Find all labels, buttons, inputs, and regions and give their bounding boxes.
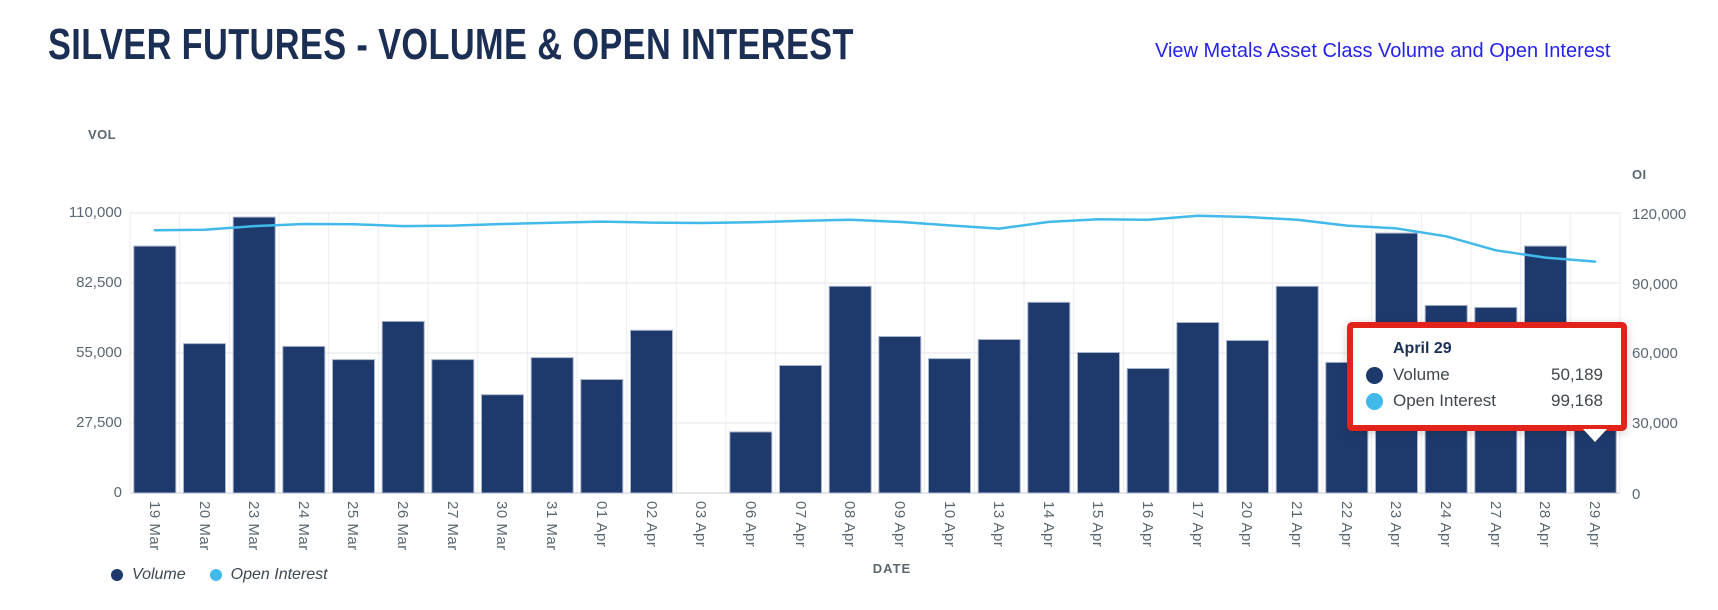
volume-bar[interactable] [1126, 368, 1170, 494]
chart-tooltip: April 29 Volume 50,189 Open Interest 99,… [1347, 322, 1627, 431]
volume-bar[interactable] [580, 379, 624, 494]
left-axis-title: VOL [88, 127, 116, 142]
y-axis-tick-label: 0 [1632, 486, 1641, 503]
y-axis-tick-label: 90,000 [1632, 276, 1678, 293]
volume-bar[interactable] [282, 345, 326, 494]
x-axis-label: 06 Apr [742, 501, 759, 548]
volume-bar[interactable] [381, 320, 425, 494]
x-axis-label: 16 Apr [1139, 501, 1156, 548]
volume-swatch-icon [111, 569, 123, 581]
tooltip-row: Volume 50,189 [1366, 365, 1603, 385]
tooltip-series-value: 99,168 [1551, 391, 1603, 410]
volume-bar[interactable] [183, 343, 226, 494]
y-axis-tick-label: 60,000 [1632, 345, 1678, 362]
volume-bar[interactable] [481, 394, 524, 494]
y-axis-tick-label: 120,000 [1632, 206, 1687, 223]
tooltip-series-label: Volume [1393, 365, 1450, 384]
page-title: SILVER FUTURES - VOLUME & OPEN INTEREST [48, 20, 854, 69]
x-axis-label: 13 Apr [990, 501, 1007, 548]
x-axis-label: 26 Mar [394, 501, 411, 551]
volume-bar[interactable] [630, 329, 673, 494]
volume-bar[interactable] [828, 285, 872, 494]
open-interest-dot-icon [1366, 392, 1383, 410]
x-axis-label: 20 Mar [196, 501, 213, 551]
volume-bar[interactable] [928, 358, 971, 494]
x-axis-label: 07 Apr [792, 501, 809, 548]
tooltip-series-value: 50,189 [1551, 365, 1603, 384]
x-axis-label: 08 Apr [841, 501, 858, 548]
volume-bar[interactable] [530, 357, 574, 494]
x-axis-label: 23 Apr [1387, 501, 1404, 548]
y-axis-tick-label: 55,000 [76, 344, 122, 361]
x-axis-label: 20 Apr [1238, 501, 1255, 548]
y-axis-tick-label: 82,500 [76, 274, 122, 291]
volume-bar[interactable] [977, 339, 1021, 494]
volume-bar[interactable] [779, 365, 822, 494]
x-axis-label: 23 Mar [245, 501, 262, 551]
chart-legend: Volume Open Interest [111, 566, 328, 584]
x-axis-label: 27 Apr [1487, 501, 1504, 548]
y-axis-tick-label: 0 [113, 484, 122, 501]
y-axis-tick-label: 110,000 [68, 204, 122, 221]
tooltip-arrow-icon [1583, 429, 1607, 442]
x-axis-label: 22 Apr [1338, 501, 1355, 548]
view-metals-asset-class-link[interactable]: View Metals Asset Class Volume and Open … [1155, 40, 1611, 62]
x-axis-title: DATE [872, 561, 912, 576]
x-axis-label: 09 Apr [891, 501, 908, 548]
x-axis-label: 30 Mar [493, 501, 510, 551]
y-axis-tick-label: 30,000 [1632, 415, 1678, 432]
legend-label: Open Interest [230, 566, 328, 583]
volume-bar[interactable] [1027, 301, 1071, 494]
x-axis-label: 25 Mar [344, 501, 361, 551]
volume-bar[interactable] [232, 216, 276, 494]
volume-bar[interactable] [1077, 352, 1120, 494]
y-axis-tick-label: 27,500 [76, 414, 122, 431]
open-interest-swatch-icon [209, 569, 222, 581]
tooltip-row: Open Interest 99,168 [1366, 391, 1603, 411]
x-axis-label: 17 Apr [1189, 501, 1206, 548]
volume-bar[interactable] [1275, 285, 1319, 494]
x-axis-label: 28 Apr [1536, 501, 1553, 548]
tooltip-series-label: Open Interest [1393, 391, 1497, 410]
volume-bar[interactable] [878, 336, 922, 494]
volume-dot-icon [1366, 366, 1383, 384]
x-axis-label: 29 Apr [1586, 501, 1603, 548]
x-axis-label: 31 Mar [543, 501, 560, 551]
x-axis-label: 24 Apr [1437, 501, 1454, 548]
right-axis-title: OI [1632, 167, 1647, 182]
x-axis-label: 24 Mar [295, 501, 312, 551]
x-axis-label: 14 Apr [1040, 501, 1057, 548]
x-axis-label: 21 Apr [1288, 501, 1305, 548]
volume-bar[interactable] [729, 431, 773, 494]
x-axis-label: 19 Mar [146, 501, 163, 551]
legend-item-volume[interactable]: Volume [111, 566, 186, 584]
volume-bar[interactable] [1176, 322, 1220, 494]
x-axis-label: 01 Apr [593, 501, 610, 548]
open-interest-line[interactable] [153, 214, 1597, 263]
legend-item-open-interest[interactable]: Open Interest [209, 566, 328, 584]
legend-label: Volume [132, 566, 186, 583]
volume-bar[interactable] [332, 359, 375, 494]
x-axis-label: 10 Apr [941, 501, 958, 548]
volume-bar[interactable] [431, 359, 475, 494]
x-axis-label: 15 Apr [1089, 501, 1106, 548]
x-axis-label: 27 Mar [444, 501, 461, 551]
x-axis-label: 02 Apr [643, 501, 660, 548]
x-axis-label: 03 Apr [692, 501, 709, 548]
volume-bar[interactable] [133, 245, 177, 494]
volume-bar[interactable] [1226, 340, 1269, 494]
tooltip-date: April 29 [1393, 340, 1452, 357]
